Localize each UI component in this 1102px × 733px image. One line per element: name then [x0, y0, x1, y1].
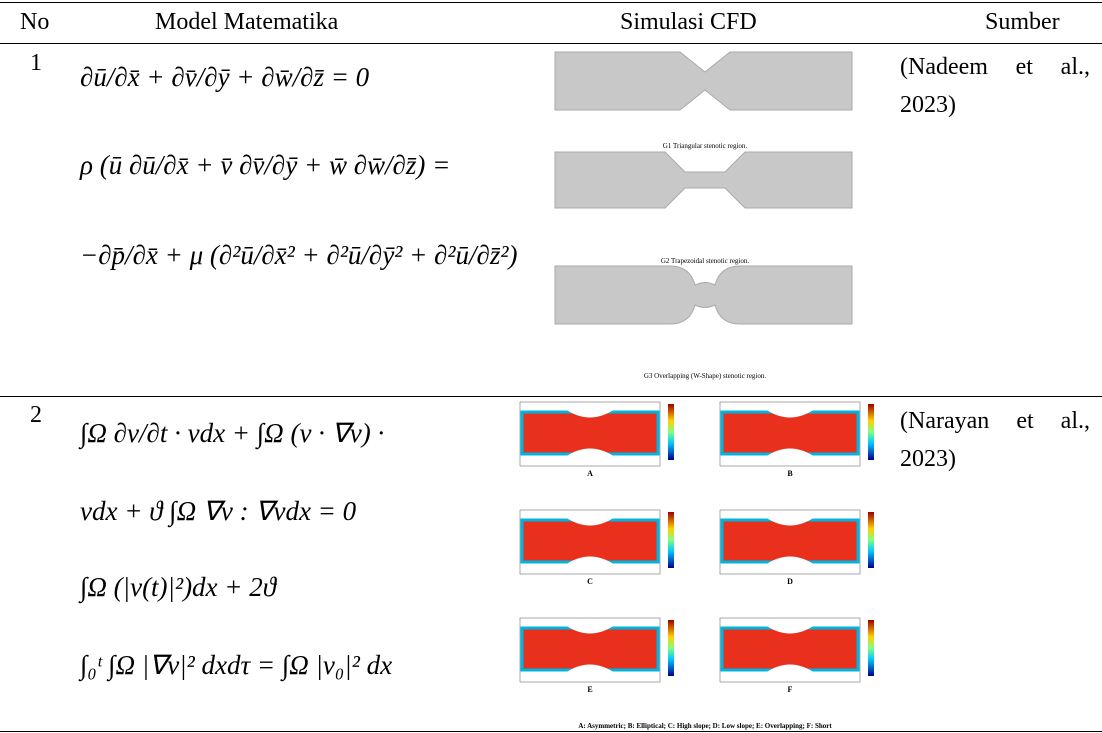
- equation: ∫Ω ∂v/∂t · vdx + ∫Ω (v · ∇v) ·: [80, 418, 385, 448]
- flow-field: [720, 626, 860, 672]
- flow-field: [720, 518, 860, 564]
- source: (Nadeem et al., 2023): [900, 54, 1090, 118]
- row-number: 2: [30, 402, 42, 428]
- header-cell: Sumber: [985, 9, 1060, 35]
- figure-caption: A: Asymmetric; B: Elliptical; C: High sl…: [578, 722, 832, 730]
- figure-caption: G2 Trapezoidal stenotic region.: [661, 257, 750, 265]
- row-number: 1: [30, 50, 42, 76]
- rule: [0, 2, 1102, 3]
- flow-field: [520, 626, 660, 672]
- colorbar: [868, 512, 874, 568]
- equation: ∫₀ᵗ ∫Ω |∇v|² dxdτ = ∫Ω |v₀|² dx: [80, 650, 393, 680]
- panel-label: C: [587, 577, 593, 586]
- header-cell: Model Matematika: [155, 9, 339, 35]
- panel-label: D: [787, 577, 793, 586]
- rule: [0, 43, 1102, 44]
- panel-label: E: [587, 685, 592, 694]
- header-cell: No: [20, 9, 50, 35]
- panel-label: F: [788, 685, 793, 694]
- header-cell: Simulasi CFD: [620, 9, 757, 35]
- flow-field: [720, 410, 860, 456]
- flow-field: [520, 410, 660, 456]
- panel-label: B: [787, 469, 793, 478]
- equation: ∂ū/∂x̄ + ∂v̄/∂ȳ + ∂w̄/∂z̄ = 0: [80, 62, 370, 92]
- figure-caption: G3 Overlapping (W-Shape) stenotic region…: [644, 372, 767, 380]
- colorbar: [868, 404, 874, 460]
- rule: [0, 396, 1102, 397]
- equation: ∫Ω (|v(t)|²)dx + 2ϑ: [80, 572, 277, 602]
- colorbar: [868, 620, 874, 676]
- panel-label: A: [587, 469, 593, 478]
- equation: vdx + ϑ ∫Ω ∇v : ∇vdx = 0: [80, 496, 357, 526]
- source: (Narayan et al., 2023): [900, 408, 1090, 472]
- colorbar: [668, 512, 674, 568]
- equation: −∂p̄/∂x̄ + μ (∂²ū/∂x̄² + ∂²ū/∂ȳ² + ∂²ū/∂…: [80, 240, 518, 270]
- colorbar: [668, 404, 674, 460]
- colorbar: [668, 620, 674, 676]
- figure-caption: G1 Triangular stenotic region.: [663, 142, 748, 150]
- equation: ρ (ū ∂ū/∂x̄ + v̄ ∂v̄/∂ȳ + w̄ ∂w̄/∂z̄) =: [80, 150, 451, 180]
- rule: [0, 731, 1102, 732]
- flow-field: [520, 518, 660, 564]
- stenosis-geometry: [554, 51, 853, 325]
